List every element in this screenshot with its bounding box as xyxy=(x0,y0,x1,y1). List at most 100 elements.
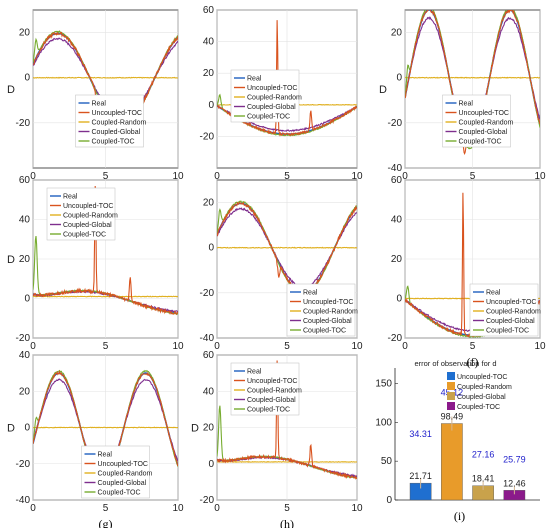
x-tick-label: 10 xyxy=(351,171,363,182)
y-tick-label: 40 xyxy=(19,350,31,361)
y-tick-label: 40 xyxy=(19,215,31,226)
legend-entry: Uncoupled-TOC xyxy=(98,461,148,468)
legend-swatch xyxy=(447,392,455,400)
x-tick-label: 10 xyxy=(172,171,184,182)
legend-entry: Uncoupled-TOC xyxy=(63,203,113,210)
y-tick-label: -40 xyxy=(388,163,403,174)
series-line-coupled-random xyxy=(33,426,178,429)
y-tick-label: 20 xyxy=(391,254,403,265)
legend-entry: Uncoupled-TOC xyxy=(486,299,536,306)
x-tick-label: 5 xyxy=(470,341,476,352)
legend: Real Uncoupled-TOC Coupled-Random Coupled-G… xyxy=(46,187,118,241)
y-tick-label: 0 xyxy=(396,73,402,84)
panel-c: 0 5 10 -40 -20 0 20 D Real Uncoupled-TOC Coupled-R… xyxy=(379,9,546,199)
legend-entry: Uncoupled-TOC xyxy=(247,85,297,92)
y-tick-label: 0 xyxy=(208,243,214,254)
panel-e: 0 5 10 -40 -20 0 20 Real Uncoupled-TOC Coupled-Ra… xyxy=(200,179,363,369)
bar-value-label: 98.49 xyxy=(441,412,464,422)
y-tick-label: 40 xyxy=(203,37,215,48)
legend-swatch xyxy=(447,382,455,390)
legend-entry: Coupled-Random xyxy=(247,95,302,102)
series-line-uncoupled-toc xyxy=(33,185,178,316)
series-line-coupled-random xyxy=(217,460,357,463)
x-tick-label: 10 xyxy=(534,341,546,352)
y-tick-label: 20 xyxy=(19,386,31,397)
bar-value-label: 12.46 xyxy=(503,478,526,488)
error-label: 25.79 xyxy=(503,454,526,464)
panel-caption: (h) xyxy=(280,517,294,528)
y-tick-label: 0 xyxy=(24,294,30,305)
legend-entry: Uncoupled-TOC xyxy=(303,299,353,306)
panel-caption: (f) xyxy=(467,355,479,369)
legend-entry: Coupled-Random xyxy=(92,120,147,127)
y-tick-label: -20 xyxy=(200,131,215,142)
legend-entry: Coupled-Global xyxy=(63,222,112,229)
panel-g: 0 5 10 -40 -20 0 20 40 D Real Uncoupled-TOC Coupled… xyxy=(7,350,184,528)
legend-entry: Real xyxy=(459,101,474,108)
x-tick-label: 5 xyxy=(284,341,290,352)
series-line-uncoupled-toc xyxy=(217,360,357,480)
panel-caption: (i) xyxy=(454,509,465,523)
series-line-coupled-random xyxy=(33,295,178,298)
legend-entry: Coupled-Global xyxy=(303,318,352,325)
legend: Real Uncoupled-TOC Coupled-Random Coupled-G… xyxy=(469,283,541,337)
y-tick-label: 20 xyxy=(203,423,215,434)
x-tick-label: 0 xyxy=(214,341,220,352)
legend-entry: Real xyxy=(63,194,78,201)
legend: Uncoupled-TOC Coupled-Random Coupled-Globa… xyxy=(447,372,512,411)
bar-value-label: 18.41 xyxy=(472,474,495,484)
y-tick-label: 60 xyxy=(203,350,215,361)
bar-coupled-random xyxy=(441,423,463,501)
y-tick-label: -20 xyxy=(16,118,31,129)
legend-entry: Real xyxy=(98,452,113,459)
y-tick-label: 20 xyxy=(391,28,403,39)
y-tick-label: -20 xyxy=(16,459,31,470)
y-tick-label: 20 xyxy=(19,28,31,39)
y-tick-label: 20 xyxy=(19,254,31,265)
legend-entry: Coupled-TOC xyxy=(303,328,346,335)
legend-entry: Coupled-Random xyxy=(98,471,153,478)
legend: Real Uncoupled-TOC Coupled-Random Coupled-G… xyxy=(442,94,514,148)
y-tick-label: -20 xyxy=(200,495,215,506)
legend-entry: Coupled-Global xyxy=(457,394,506,401)
legend-entry: Coupled-Global xyxy=(486,318,535,325)
series-line-coupled-random xyxy=(33,76,178,79)
legend-entry: Coupled-Global xyxy=(92,129,141,136)
y-tick-label: 60 xyxy=(203,5,215,16)
y-axis-label: D xyxy=(7,423,15,435)
y-tick-label: 20 xyxy=(203,68,215,79)
legend-entry: Coupled-TOC xyxy=(459,139,502,146)
legend-entry: Real xyxy=(303,290,318,297)
legend-entry: Coupled-TOC xyxy=(247,114,290,121)
legend: Real Uncoupled-TOC Coupled-Random Coupled-G… xyxy=(75,94,147,148)
y-tick-label: 60 xyxy=(19,175,31,186)
x-tick-label: 0 xyxy=(402,341,408,352)
x-tick-label: 0 xyxy=(402,171,408,182)
y-tick-label: -20 xyxy=(388,118,403,129)
legend-entry: Coupled-Random xyxy=(63,213,118,220)
y-tick-label: 20 xyxy=(203,198,215,209)
legend-entry: Coupled-Random xyxy=(457,384,512,391)
series-line-coupled-random xyxy=(217,246,357,249)
y-tick-label: 0 xyxy=(24,73,30,84)
legend-entry: Coupled-TOC xyxy=(486,328,529,335)
legend-swatch xyxy=(447,372,455,380)
panel-caption: (g) xyxy=(99,517,113,528)
x-tick-label: 10 xyxy=(172,503,184,514)
y-tick-label: 0 xyxy=(208,459,214,470)
panel-f: 0 5 10-200204060RealUncoupled-TOCCoupled-R… xyxy=(388,175,546,369)
y-tick-label: 0 xyxy=(24,423,30,434)
x-tick-label: 5 xyxy=(103,341,109,352)
panel-h: 0 5 10-200204060DRealUncoupled-TOCCoupled-… xyxy=(191,350,363,528)
y-tick-label: 100 xyxy=(375,417,392,428)
legend-entry: Real xyxy=(486,290,501,297)
x-tick-label: 5 xyxy=(103,171,109,182)
legend-entry: Coupled-TOC xyxy=(457,404,500,411)
legend-entry: Coupled-TOC xyxy=(247,407,290,414)
legend-swatch xyxy=(447,402,455,410)
legend-entry: Uncoupled-TOC xyxy=(457,374,507,381)
y-tick-label: 0 xyxy=(208,100,214,111)
x-tick-label: 5 xyxy=(103,503,109,514)
y-tick-label: -40 xyxy=(200,333,215,344)
y-tick-label: -20 xyxy=(200,288,215,299)
